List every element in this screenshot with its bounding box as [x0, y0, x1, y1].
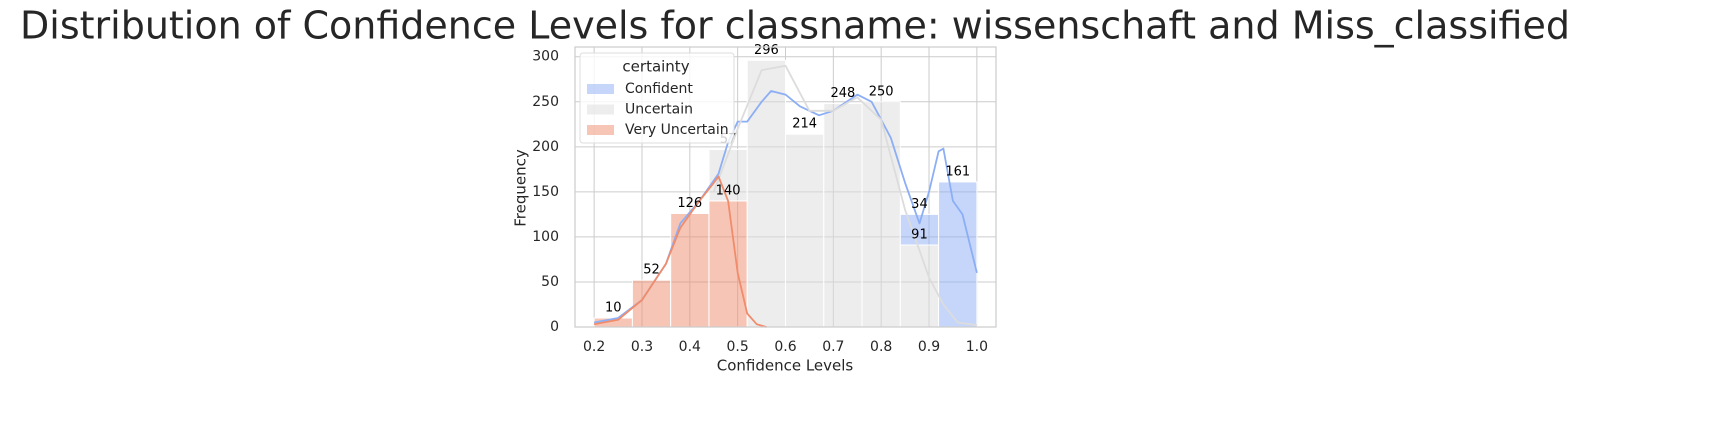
legend-label: Uncertain [625, 102, 693, 118]
y-tick-label: 100 [532, 229, 559, 245]
legend-box [579, 52, 735, 144]
value-label: 248 [830, 86, 855, 101]
value-label: 161 [945, 164, 970, 179]
kde-line [593, 175, 767, 328]
value-label: 91 [911, 228, 928, 243]
x-tick-label: 0.7 [822, 339, 844, 355]
bar [899, 213, 940, 246]
y-tick-label: 300 [532, 49, 559, 65]
legend-label: Confident [625, 81, 693, 97]
bar [670, 212, 710, 328]
chart-title: Distribution of Confidence Levels for cl… [20, 4, 1570, 48]
y-axis-label: Frequency [512, 149, 530, 227]
kde-line [593, 90, 978, 324]
x-tick-label: 0.8 [870, 339, 892, 355]
y-tick-label: 200 [532, 139, 559, 155]
value-label: 250 [869, 84, 894, 99]
kde-line [712, 64, 978, 327]
x-tick-label: 1.0 [966, 339, 988, 355]
bar [746, 59, 787, 328]
x-tick-label: 0.6 [774, 339, 796, 355]
x-tick-label: 0.5 [727, 339, 749, 355]
value-label: 214 [792, 117, 817, 132]
value-label: 10 [605, 300, 622, 315]
x-axis-label: Confidence Levels [717, 357, 854, 375]
x-tick-label: 0.9 [918, 339, 940, 355]
x-tick-label: 0.4 [679, 339, 701, 355]
value-label: 52 [643, 263, 660, 278]
y-tick-label: 50 [541, 274, 559, 290]
y-tick-label: 250 [532, 94, 559, 110]
legend-swatch [587, 125, 614, 135]
plot-frame [574, 46, 997, 328]
legend-swatch [587, 104, 614, 115]
bar [938, 181, 978, 328]
bar [708, 200, 748, 328]
x-tick-label: 0.2 [583, 339, 605, 355]
x-tick-label: 0.3 [631, 339, 653, 355]
y-tick-label: 0 [550, 319, 559, 335]
legend-swatch [587, 84, 614, 94]
y-tick-label: 150 [532, 184, 559, 200]
bar [785, 133, 825, 328]
legend-label: Very Uncertain [625, 122, 729, 138]
value-label: 296 [754, 43, 779, 58]
value-label: 140 [716, 183, 741, 198]
value-label: 34 [911, 197, 928, 212]
value-label: 126 [677, 196, 702, 211]
bar [823, 103, 863, 328]
bar [861, 101, 901, 328]
legend-title: certainty [622, 58, 689, 76]
